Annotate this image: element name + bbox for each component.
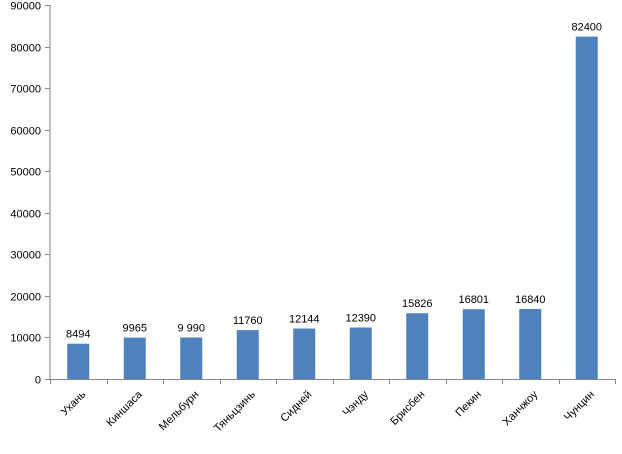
y-tick-label: 60000	[10, 126, 41, 138]
y-tick-label: 70000	[10, 84, 41, 96]
category-label: Пекин	[453, 389, 483, 419]
y-axis: 0 10000 20000 30000 40000 50000 60000 70000 8000…	[10, 1, 51, 387]
category-label: Мельбурн	[157, 389, 201, 433]
data-label: 8494	[66, 329, 90, 341]
bars	[67, 36, 598, 380]
x-axis	[50, 379, 616, 384]
bar	[462, 309, 485, 379]
category-label: Чунцин	[562, 389, 597, 424]
data-label: 11760	[233, 315, 263, 327]
y-tick-label: 10000	[10, 333, 41, 345]
bar	[349, 327, 372, 379]
category-label: Брисбен	[388, 389, 427, 428]
bar	[180, 337, 203, 379]
y-tick-label: 30000	[10, 250, 41, 262]
category-label: Тяньцзинь	[212, 388, 258, 434]
bar	[123, 337, 146, 379]
y-tick-label: 20000	[10, 292, 41, 304]
bar	[519, 309, 542, 379]
category-label: Ханчжоу	[501, 388, 541, 428]
bar	[575, 36, 598, 380]
bar	[236, 330, 259, 379]
category-labels: Ухань Киншаса Мельбурн Тяньцзинь Сидней Чэнду…	[59, 388, 597, 435]
data-label: 12144	[289, 314, 320, 326]
y-tick-label: 40000	[10, 209, 41, 221]
category-label: Киншаса	[104, 388, 145, 429]
data-labels: 8494 9965 9 990 11760 12144 12390 15826 16801 16…	[66, 22, 602, 341]
bar	[293, 328, 316, 379]
y-tick-label: 50000	[10, 167, 41, 179]
data-label: 15826	[402, 298, 433, 310]
y-tick-label: 80000	[10, 43, 41, 55]
category-label: Чэнду	[341, 388, 372, 419]
category-label: Сидней	[278, 389, 314, 425]
data-label: 82400	[571, 22, 602, 34]
data-label: 9 990	[177, 322, 205, 334]
data-label: 12390	[345, 313, 376, 325]
data-label: 16840	[515, 294, 546, 306]
y-tick-label: 90000	[10, 1, 41, 13]
data-label: 9965	[123, 323, 147, 335]
data-label: 16801	[458, 294, 489, 306]
y-tick-label: 0	[35, 375, 41, 387]
bar	[67, 343, 90, 379]
category-label: Ухань	[59, 388, 89, 418]
bar	[406, 313, 429, 379]
